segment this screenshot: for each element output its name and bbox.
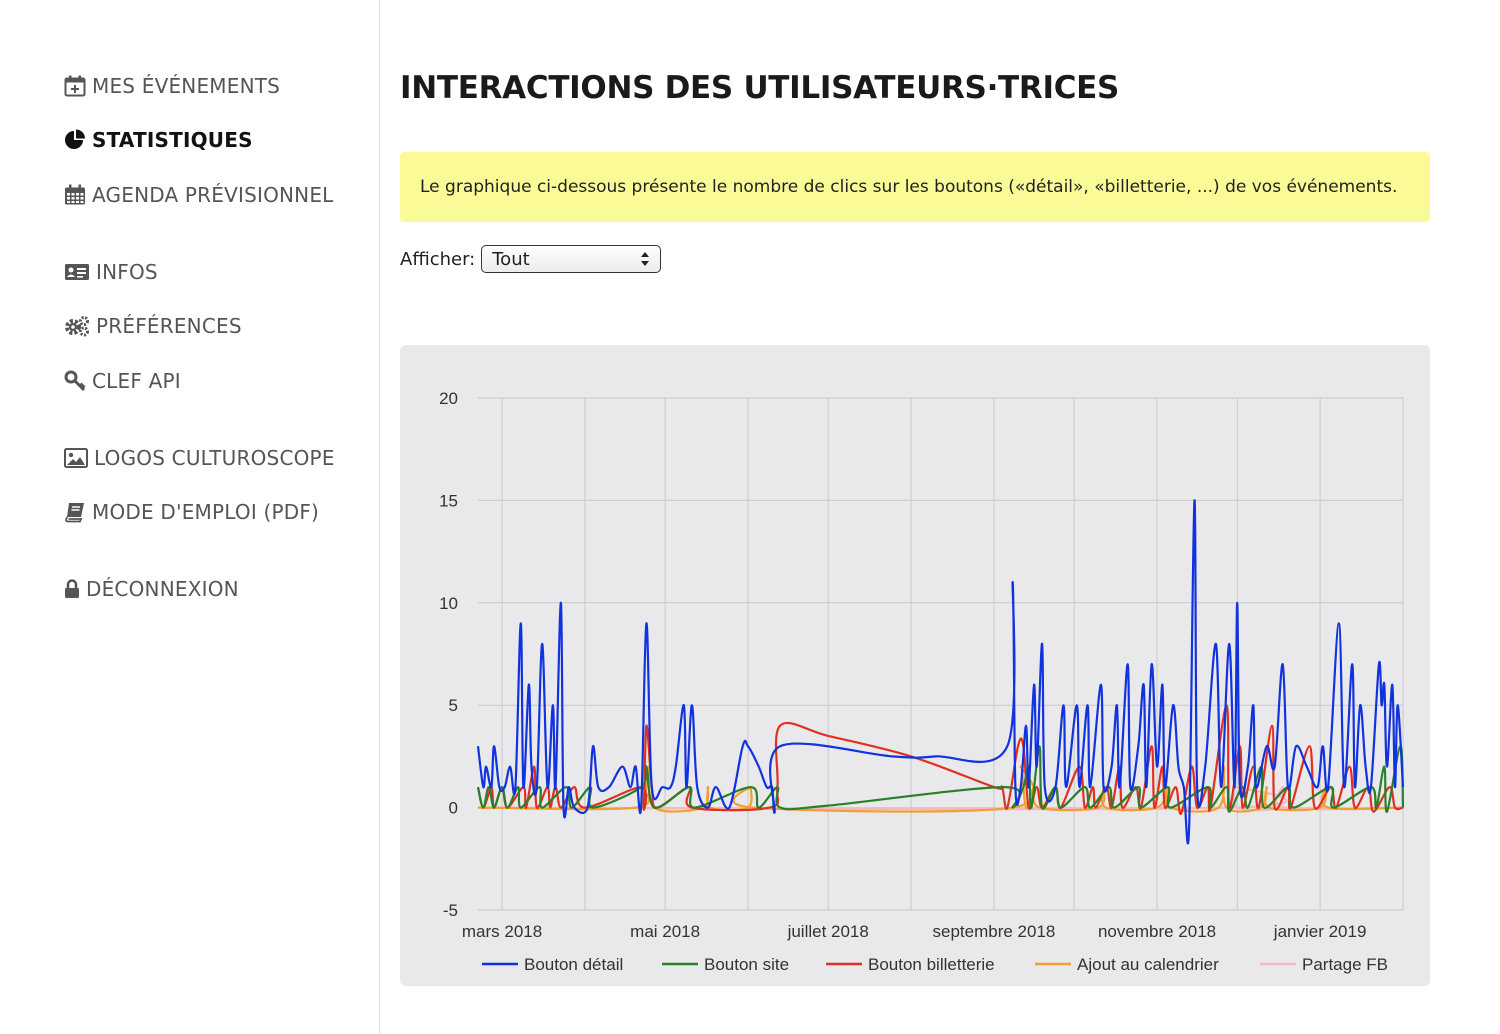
sidebar: MES ÉVÉNEMENTS STATISTIQUES AGENDA PRÉVI… [0, 0, 380, 1034]
y-tick-label: 5 [449, 696, 458, 715]
nav-label-logos-culturoscope: LOGOS CULTUROSCOPE [94, 446, 335, 470]
x-tick-label: mars 2018 [462, 922, 542, 941]
legend-label: Bouton détail [524, 955, 623, 974]
nav-label-mode-emploi: MODE D'EMPLOI (PDF) [92, 500, 320, 524]
nav-label-infos: INFOS [96, 260, 158, 284]
x-tick-label: juillet 2018 [787, 922, 869, 941]
lock-icon [65, 579, 79, 598]
x-tick-label: novembre 2018 [1098, 922, 1216, 941]
y-tick-label: -5 [443, 901, 458, 920]
key-icon [64, 370, 86, 392]
nav-item-infos[interactable]: INFOS [64, 260, 158, 284]
calendar-grid-icon [65, 184, 85, 205]
notice-text: Le graphique ci-dessous présente le nomb… [420, 177, 1398, 197]
series-line-4 [477, 786, 1404, 812]
filter-selected-value: Tout [492, 248, 530, 270]
nav-label-clef-api: CLEF API [92, 369, 181, 393]
legend-label: Bouton billetterie [868, 955, 995, 974]
nav-item-logos-culturoscope[interactable]: LOGOS CULTUROSCOPE [64, 446, 335, 470]
nav-item-agenda-previsionnel[interactable]: AGENDA PRÉVISIONNEL [64, 183, 334, 207]
nav-item-clef-api[interactable]: CLEF API [64, 369, 181, 393]
x-tick-label: janvier 2019 [1273, 922, 1367, 941]
filter-select[interactable]: Tout [481, 245, 662, 273]
filter-label: Afficher: [400, 248, 476, 270]
filter-row: Afficher: Tout [400, 245, 662, 273]
page-title: INTERACTIONS DES UTILISATEURS·TRICES [400, 70, 1120, 106]
select-arrows-icon [641, 252, 650, 266]
nav-item-mode-emploi[interactable]: MODE D'EMPLOI (PDF) [64, 500, 319, 524]
pie-chart-icon [65, 129, 85, 149]
legend-label: Partage FB [1302, 955, 1388, 974]
y-tick-label: 15 [439, 491, 458, 510]
chart-panel: 20 15 10 5 0 -5 mars 2018 mai 2018 juillet 2018 s… [400, 345, 1430, 986]
id-card-icon [65, 264, 89, 280]
nav-label-deconnexion: DÉCONNEXION [86, 577, 239, 601]
nav-item-preferences[interactable]: PRÉFÉRENCES [64, 314, 242, 338]
legend-label: Bouton site [704, 955, 789, 974]
nav-label-statistiques: STATISTIQUES [92, 128, 253, 152]
calendar-plus-icon [64, 75, 86, 97]
x-tick-label: mai 2018 [630, 922, 700, 941]
x-tick-label: septembre 2018 [933, 922, 1056, 941]
y-tick-label: 20 [439, 389, 458, 408]
nav-label-mes-evenements: MES ÉVÉNEMENTS [92, 74, 281, 98]
series-line-0 [476, 499, 1405, 845]
gears-icon [65, 316, 89, 337]
nav-label-agenda-previsionnel: AGENDA PRÉVISIONNEL [92, 183, 334, 207]
book-icon [65, 503, 84, 523]
image-icon [64, 448, 88, 468]
y-tick-label: 10 [439, 594, 458, 613]
nav-item-deconnexion[interactable]: DÉCONNEXION [64, 577, 239, 601]
info-notice: Le graphique ci-dessous présente le nomb… [400, 152, 1430, 222]
nav-item-mes-evenements[interactable]: MES ÉVÉNEMENTS [64, 74, 280, 98]
nav-item-statistiques[interactable]: STATISTIQUES [64, 128, 253, 152]
nav-label-preferences: PRÉFÉRENCES [96, 314, 242, 338]
y-tick-label: 0 [449, 799, 458, 818]
legend-label: Ajout au calendrier [1077, 955, 1219, 974]
